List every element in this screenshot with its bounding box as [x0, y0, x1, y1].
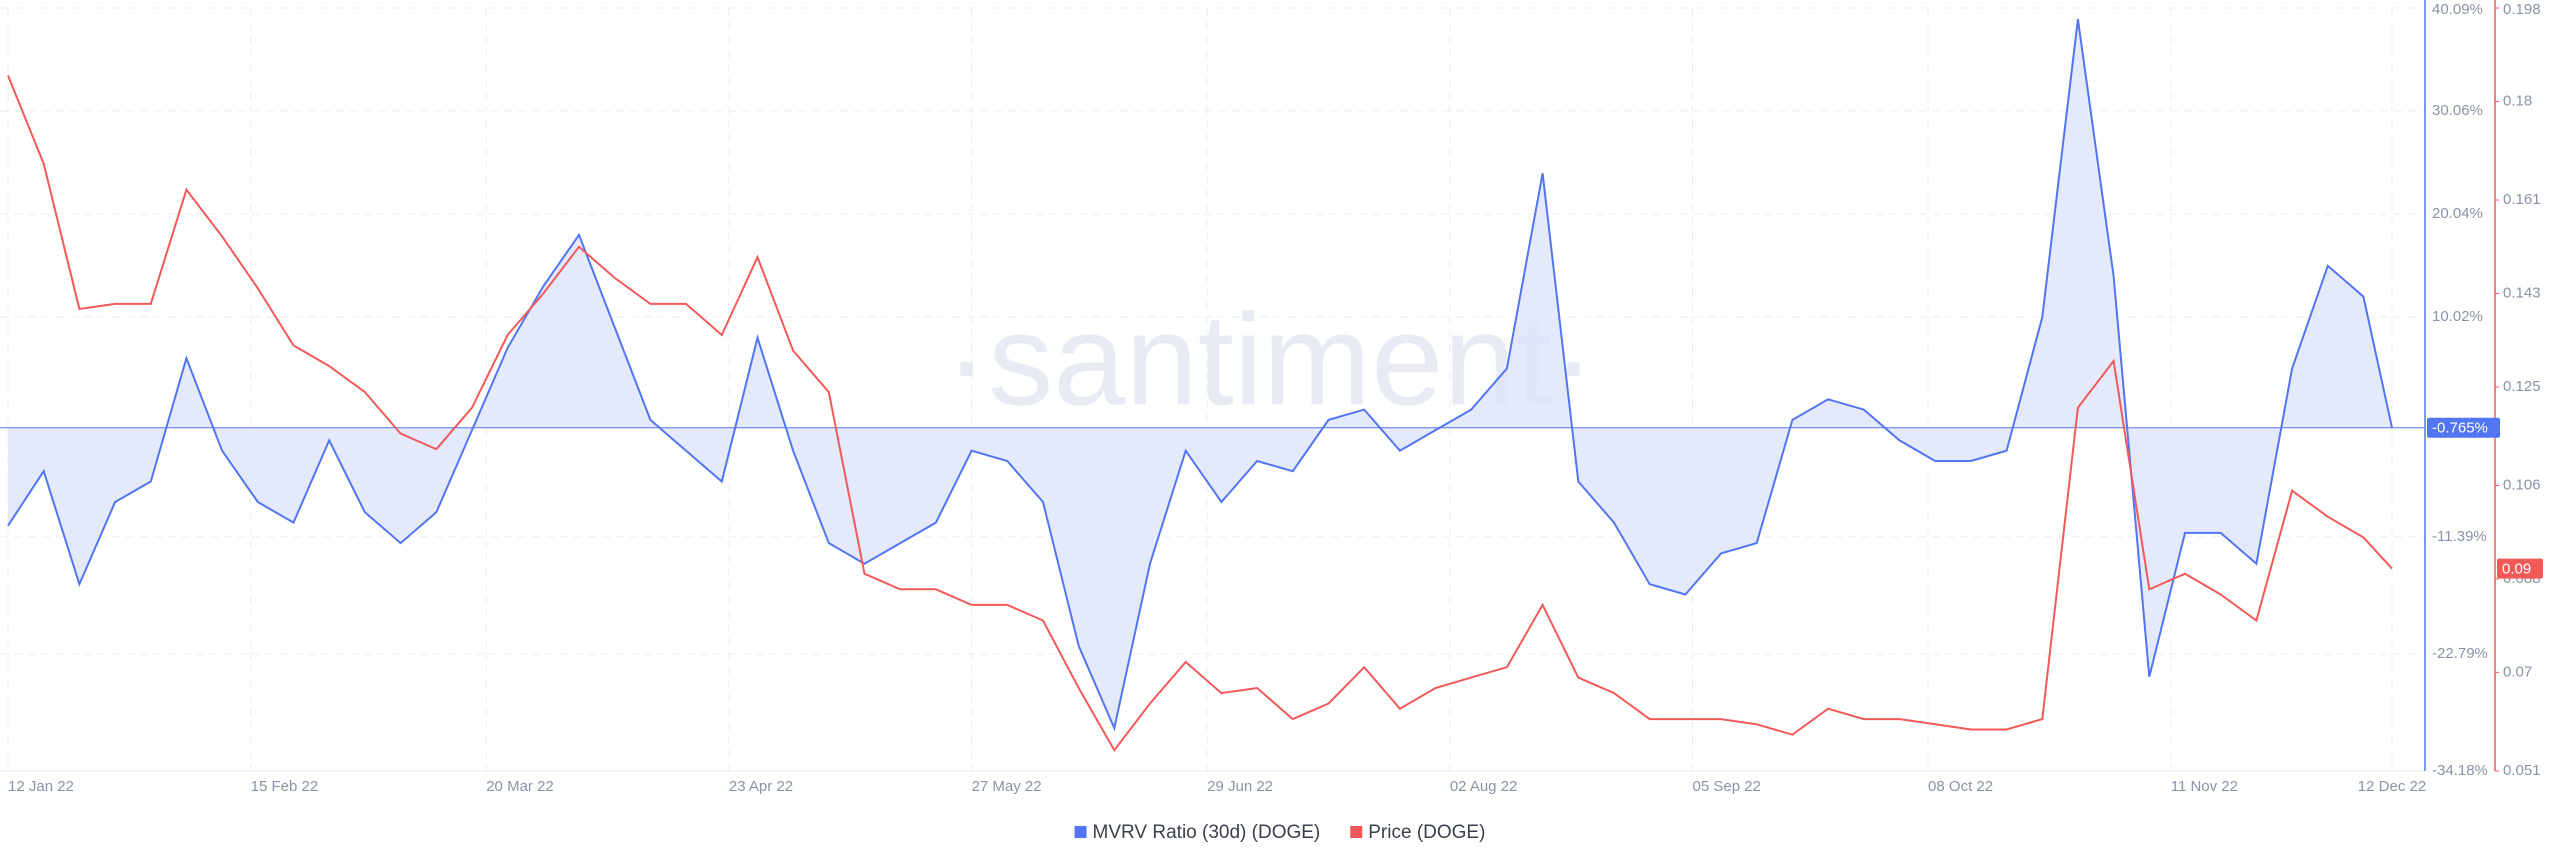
y-tick-label: -11.39%	[2432, 528, 2487, 545]
x-tick-label: 12 Jan 22	[8, 778, 74, 795]
y2-tick-label: 0.051	[2503, 762, 2541, 779]
x-tick-label: 20 Mar 22	[486, 778, 554, 795]
y-tick-label: -34.18%	[2432, 762, 2488, 779]
x-tick-label: 11 Nov 22	[2171, 778, 2238, 795]
line	[7, 75, 2393, 753]
legend: MVRV Ratio (30d) (DOGE) Price (DOGE)	[1074, 822, 1485, 843]
current-badge	[2427, 417, 2500, 438]
y-tick-label: 20.04%	[2432, 205, 2483, 222]
legend-label: Price (DOGE)	[1368, 822, 1485, 843]
y2-tick-label: 0.143	[2503, 284, 2541, 301]
y-tick-label: 30.06%	[2432, 102, 2483, 119]
y-tick-label: -22.79%	[2432, 645, 2488, 662]
y2-tick-label: 0.198	[2503, 1, 2541, 18]
y2-tick-label: 0.18	[2503, 92, 2532, 109]
current-label: 0.09	[2502, 561, 2531, 578]
y2-tick-label: 0.161	[2503, 191, 2541, 208]
x-tick-label: 08 Oct 22	[1928, 778, 1993, 795]
legend-swatch	[1350, 826, 1363, 838]
x-tick-label: 12 Dec 22	[2358, 778, 2426, 795]
x-tick-label: 23 Apr 22	[729, 778, 793, 795]
x-tick-label: 29 Jun 22	[1207, 778, 1273, 795]
line	[7, 19, 2393, 732]
y-tick-label: 10.02%	[2432, 308, 2483, 325]
x-tick-label: 15 Feb 22	[251, 778, 319, 795]
x-tick-label: 05 Sep 22	[1693, 778, 1761, 795]
legend-swatch	[1074, 826, 1087, 838]
legend-label: MVRV Ratio (30d) (DOGE)	[1093, 822, 1321, 843]
x-tick-label: 27 May 22	[972, 778, 1042, 795]
current-label: -0.765%	[2432, 420, 2488, 437]
current-badge	[2497, 558, 2543, 579]
y2-tick-label: 0.106	[2503, 476, 2541, 493]
y2-tick-label: 0.125	[2503, 378, 2541, 395]
y2-tick-label: 0.07	[2503, 663, 2532, 680]
x-tick-label: 02 Aug 22	[1450, 778, 1518, 795]
y-tick-label: 40.09%	[2432, 1, 2483, 18]
